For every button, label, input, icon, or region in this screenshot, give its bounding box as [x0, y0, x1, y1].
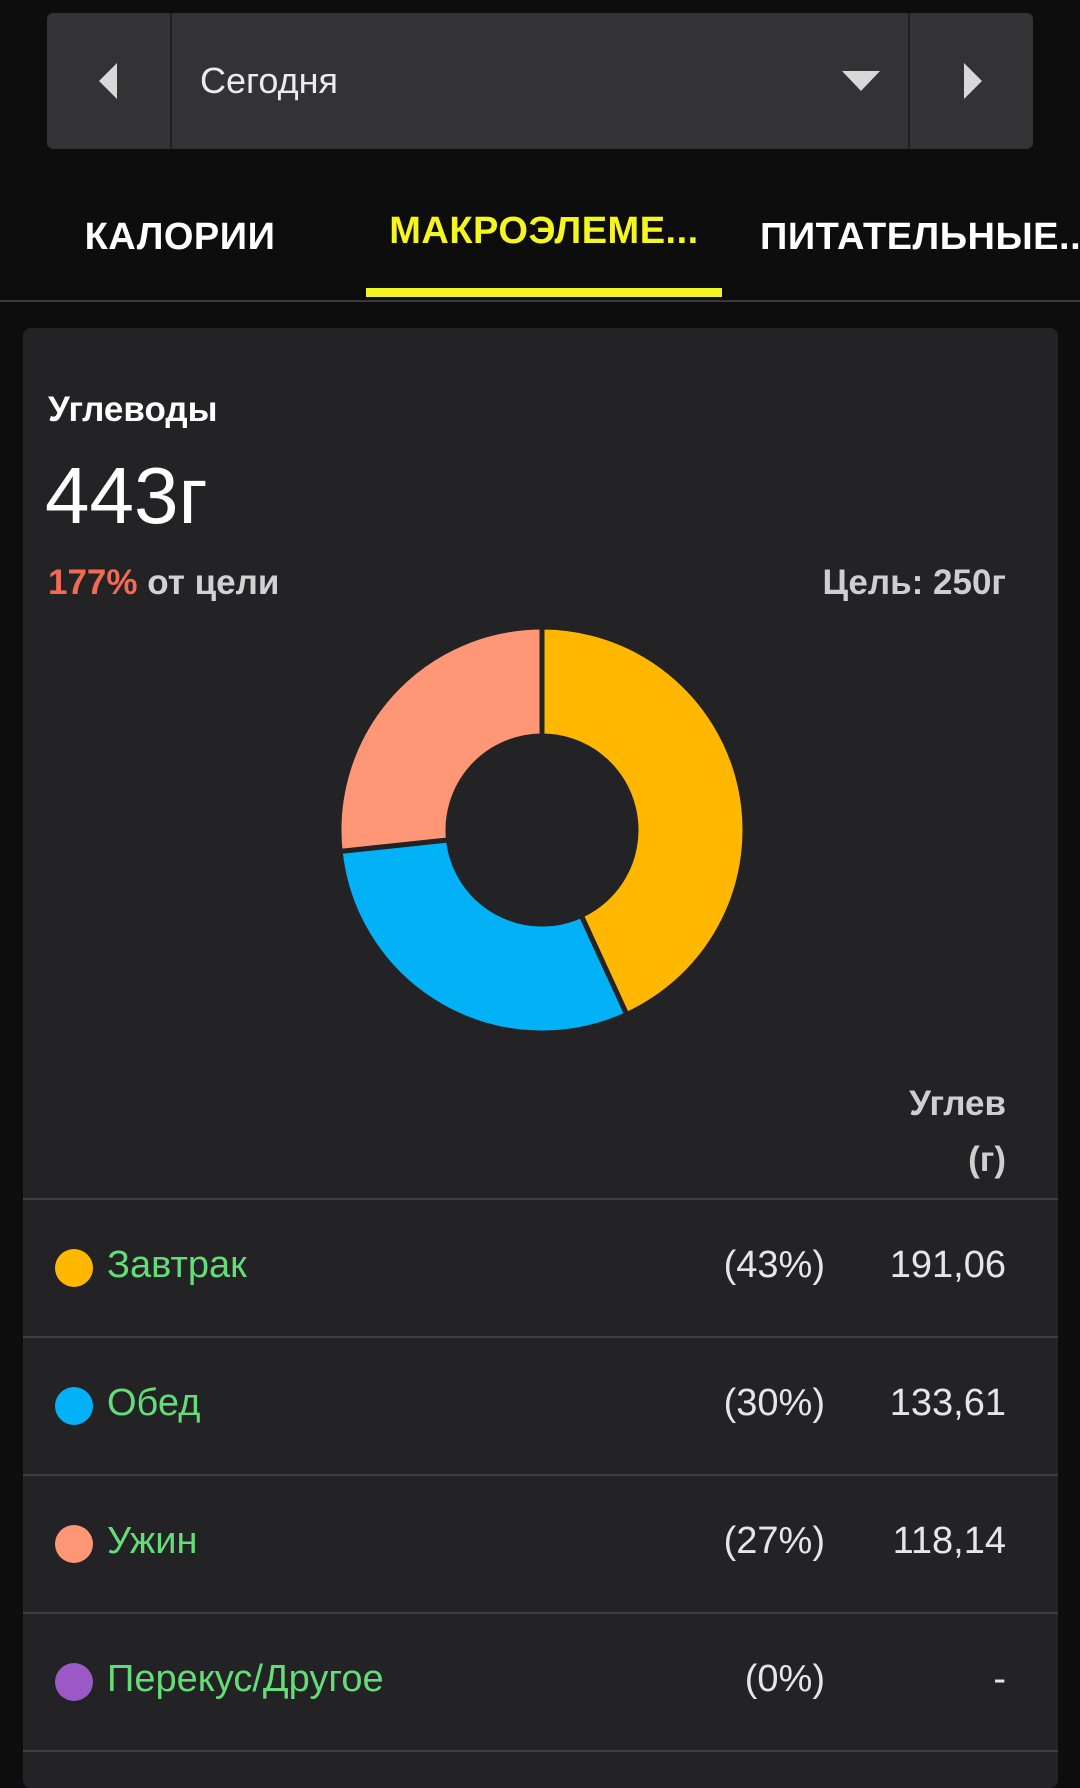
legend-dot [55, 1663, 93, 1701]
donut-slice-3[interactable] [336, 624, 545, 855]
meal-value: - [993, 1658, 1006, 1700]
tab-bar: КАЛОРИИ МАКРОЭЛЕМЕ... ПИТАТЕЛЬНЫЕ... [0, 190, 1080, 302]
divider [170, 13, 172, 149]
date-dropdown[interactable]: Сегодня [172, 13, 908, 149]
meal-percent: (27%) [723, 1520, 825, 1562]
active-tab-indicator [366, 288, 722, 297]
macro-name: Углеводы [48, 390, 218, 429]
meal-name: Перекус/Другое [107, 1658, 384, 1700]
tab-macros[interactable]: МАКРОЭЛЕМЕ... [366, 190, 722, 300]
column-header: Углев (г) [909, 1076, 1006, 1188]
donut-slice-2[interactable] [337, 837, 631, 1036]
percent-value: 177% [48, 563, 138, 602]
chevron-left-icon [98, 63, 117, 99]
percent-of-goal: 177% от цели [48, 563, 279, 603]
meal-percent: (0%) [744, 1658, 825, 1700]
meal-percent: (43%) [723, 1244, 825, 1286]
previous-day-button[interactable] [47, 13, 170, 149]
tab-calories-label: КАЛОРИИ [84, 216, 276, 258]
meal-percent: (30%) [723, 1382, 825, 1424]
macro-card: Углеводы 443г 177% от цели Цель: 250г Уг… [23, 328, 1058, 1788]
tab-nutrients-label: ПИТАТЕЛЬНЫЕ... [760, 216, 1080, 258]
date-label: Сегодня [200, 60, 338, 101]
table-row[interactable]: Завтрак (43%) 191,06 [23, 1198, 1058, 1336]
legend-dot [55, 1249, 93, 1287]
meal-value: 118,14 [892, 1520, 1006, 1562]
meal-name: Обед [107, 1382, 201, 1424]
meal-value: 133,61 [889, 1382, 1006, 1424]
donut-slice-1[interactable] [539, 624, 748, 1018]
divider [908, 13, 910, 149]
percent-suffix: от цели [137, 563, 280, 602]
meal-value: 191,06 [889, 1244, 1006, 1286]
table-row[interactable]: Обед (30%) 133,61 [23, 1336, 1058, 1474]
table-row[interactable]: Ужин (27%) 118,14 [23, 1474, 1058, 1612]
meal-name: Ужин [107, 1520, 198, 1562]
macro-amount: 443г [45, 451, 208, 540]
donut-chart [336, 624, 748, 1036]
next-day-button[interactable] [910, 13, 1033, 149]
caret-down-icon [842, 71, 880, 91]
table-row[interactable]: Перекус/Другое (0%) - [23, 1612, 1058, 1752]
legend-dot [55, 1387, 93, 1425]
column-header-line2: (г) [968, 1140, 1006, 1179]
legend-dot [55, 1525, 93, 1563]
goal-label: Цель: 250г [822, 563, 1006, 602]
chevron-right-icon [963, 63, 982, 99]
meal-table: Завтрак (43%) 191,06 Обед (30%) 133,61 Ужин (27… [23, 1198, 1058, 1752]
meal-name: Завтрак [107, 1244, 247, 1286]
tab-macros-label: МАКРОЭЛЕМЕ... [389, 210, 699, 252]
column-header-line1: Углев [909, 1084, 1006, 1123]
tab-nutrients[interactable]: ПИТАТЕЛЬНЫЕ... [742, 190, 1080, 300]
date-selector: Сегодня [47, 13, 1033, 149]
tab-calories[interactable]: КАЛОРИИ [60, 190, 300, 300]
